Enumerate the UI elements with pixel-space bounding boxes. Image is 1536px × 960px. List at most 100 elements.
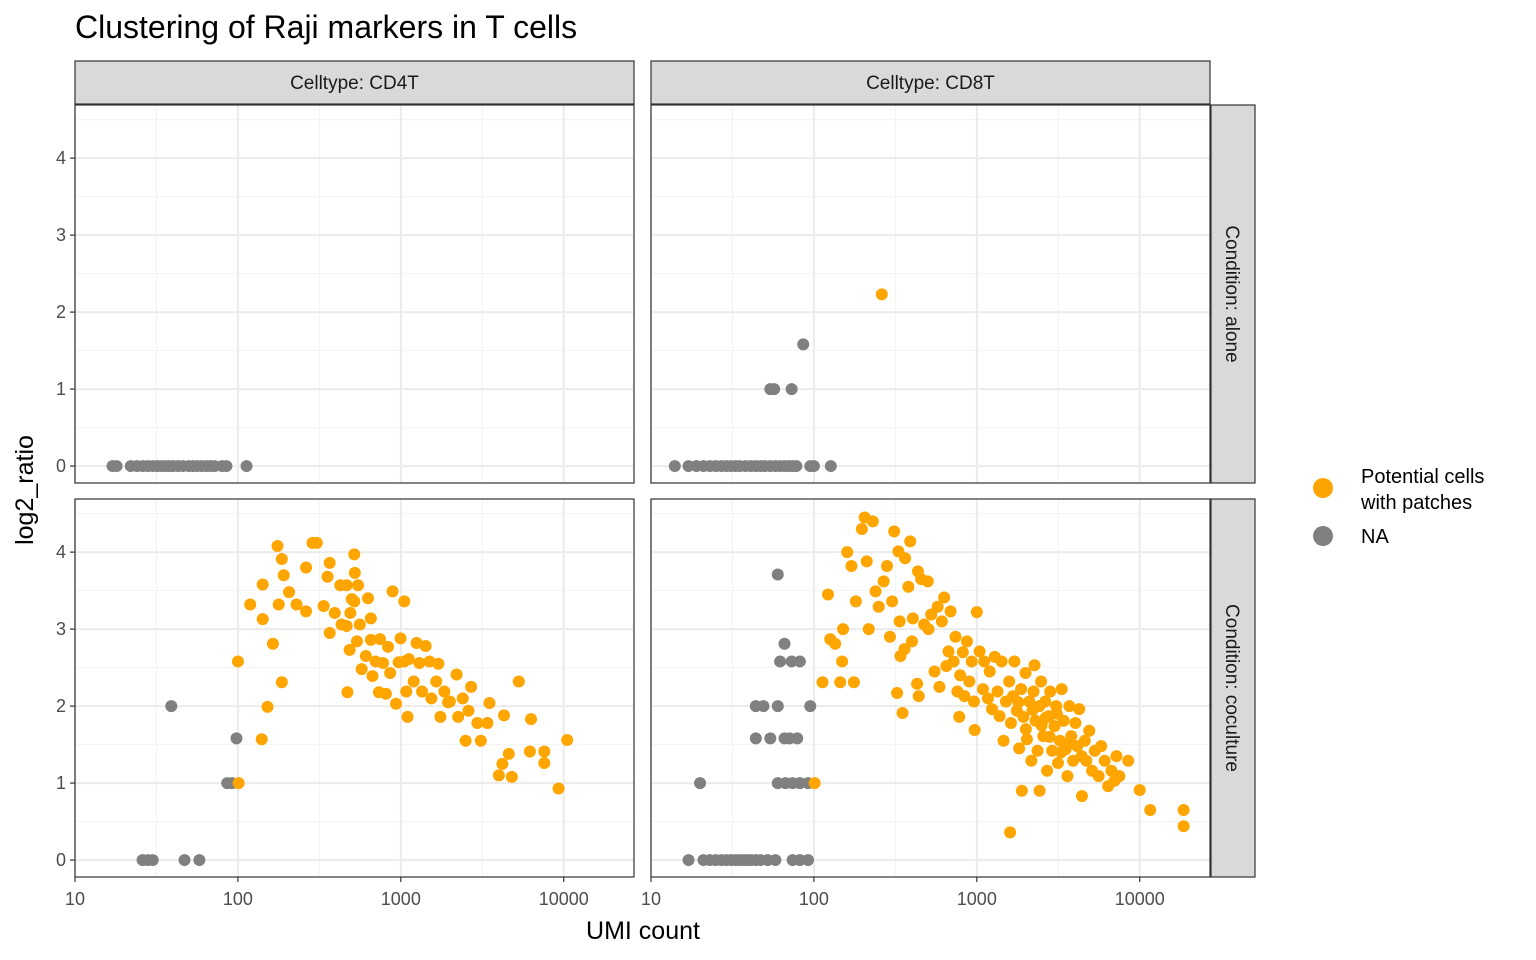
data-point-patches — [452, 710, 465, 723]
data-point-patches — [906, 612, 919, 625]
data-point-patches — [434, 710, 447, 723]
data-point-patches — [344, 606, 357, 619]
y-axis-title: log2_ratio — [11, 435, 39, 545]
data-point-na — [807, 460, 820, 473]
data-point-patches — [465, 680, 478, 693]
data-point-patches — [991, 685, 1004, 698]
x-tick-label: 1000 — [381, 889, 421, 909]
data-point-na — [694, 777, 707, 790]
data-point-na — [178, 854, 191, 867]
data-point-na — [791, 732, 804, 745]
data-point-patches — [1050, 707, 1063, 720]
data-point-patches — [496, 757, 509, 770]
data-point-patches — [382, 640, 395, 653]
data-point-patches — [394, 632, 407, 645]
data-point-patches — [1012, 696, 1025, 709]
data-point-patches — [893, 615, 906, 628]
data-point-patches — [862, 623, 875, 636]
data-point-patches — [340, 579, 353, 592]
data-point-patches — [430, 675, 443, 688]
data-point-patches — [978, 655, 991, 668]
data-point-patches — [1044, 685, 1057, 698]
data-point-patches — [255, 733, 268, 746]
data-point-patches — [896, 707, 909, 720]
data-point-patches — [949, 630, 962, 643]
data-point-patches — [1110, 750, 1123, 763]
data-point-patches — [976, 683, 989, 696]
data-point-patches — [970, 606, 983, 619]
data-point-patches — [821, 588, 834, 601]
data-point-patches — [401, 710, 414, 723]
data-point-patches — [459, 734, 472, 747]
data-point-patches — [1078, 734, 1091, 747]
data-point-patches — [362, 592, 375, 605]
data-point-patches — [872, 600, 885, 613]
data-point-patches — [1004, 826, 1017, 839]
data-point-patches — [277, 569, 290, 582]
y-tick-label: 0 — [56, 850, 66, 870]
data-point-patches — [256, 613, 269, 626]
data-point-patches — [244, 598, 257, 611]
data-point-patches — [1015, 683, 1028, 696]
y-tick-label: 1 — [56, 379, 66, 399]
data-point-patches — [855, 523, 868, 536]
data-point-patches — [1025, 754, 1038, 767]
data-point-patches — [366, 670, 379, 683]
data-point-patches — [928, 665, 941, 678]
data-point-patches — [481, 717, 494, 730]
data-point-patches — [836, 655, 849, 668]
data-point-patches — [355, 663, 368, 676]
data-point-patches — [1095, 740, 1108, 753]
data-point-patches — [300, 561, 313, 574]
data-point-patches — [958, 690, 971, 703]
x-tick-label: 100 — [799, 889, 829, 909]
data-point-patches — [834, 676, 847, 689]
data-point-patches — [348, 566, 361, 579]
data-point-na — [220, 460, 233, 473]
data-point-patches — [552, 782, 565, 795]
data-point-patches — [1092, 770, 1105, 783]
data-point-patches — [348, 548, 361, 561]
legend-label-na: NA — [1361, 526, 1389, 548]
data-point-patches — [389, 697, 402, 710]
data-point-patches — [921, 575, 934, 588]
data-point-patches — [866, 515, 879, 528]
data-point-patches — [419, 640, 432, 653]
data-point-patches — [981, 692, 994, 705]
data-point-patches — [965, 655, 978, 668]
data-point-patches — [505, 770, 518, 783]
legend-label-patches-line1: Potential cells — [1361, 466, 1484, 488]
data-point-patches — [232, 777, 245, 790]
data-point-na — [230, 732, 243, 745]
data-point-patches — [956, 646, 969, 659]
data-point-patches — [348, 595, 361, 608]
data-point-patches — [847, 676, 860, 689]
data-point-patches — [373, 633, 386, 646]
data-point-na — [146, 854, 159, 867]
data-point-patches — [1098, 754, 1111, 767]
data-point-patches — [364, 612, 377, 625]
legend-label-patches-line2: with patches — [1360, 492, 1472, 514]
data-point-patches — [538, 757, 551, 770]
data-point-patches — [911, 677, 924, 690]
data-point-na — [110, 460, 123, 473]
data-point-patches — [275, 676, 288, 689]
data-point-patches — [1004, 717, 1017, 730]
data-point-patches — [898, 643, 911, 656]
data-point-patches — [462, 704, 475, 717]
data-point-patches — [1035, 675, 1048, 688]
data-point-patches — [888, 525, 901, 538]
data-point-patches — [272, 598, 285, 611]
column-strip — [650, 60, 1211, 105]
column-strip-label: Celltype: CD8T — [866, 73, 995, 94]
data-point-patches — [954, 669, 967, 682]
y-tick-label: 3 — [56, 619, 66, 639]
data-point-patches — [379, 687, 392, 700]
data-point-na — [768, 383, 781, 396]
data-point-patches — [450, 668, 463, 681]
data-point-patches — [350, 635, 363, 648]
panel-border — [650, 104, 1211, 484]
data-point-patches — [1003, 675, 1016, 688]
x-tick-label: 10 — [641, 889, 661, 909]
